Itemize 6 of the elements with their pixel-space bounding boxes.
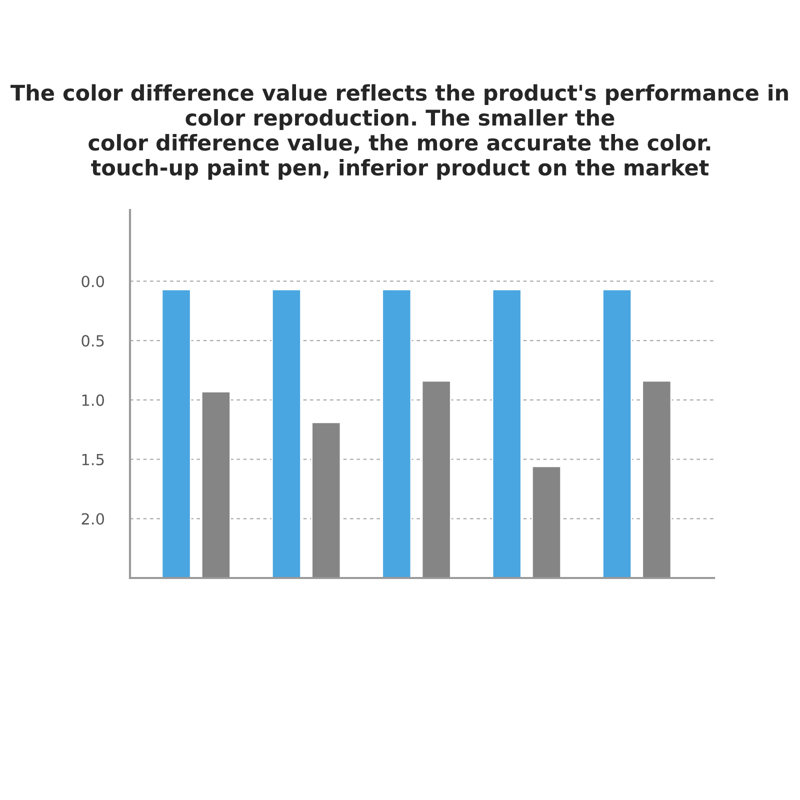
y-tick-label: 0.0 [82, 276, 104, 288]
y-tick-label: 0.5 [82, 335, 104, 347]
y-tick-label: 1.5 [82, 454, 104, 466]
chart-title: The color difference value reflects the product's performance in color reproduction. The smaller the color difference value, the more accurate the color. touch-up paint pen, inferior product on the market [10, 84, 788, 180]
y-tick-label: 2.0 [82, 513, 104, 525]
y-tick-label: 1.0 [82, 394, 104, 406]
